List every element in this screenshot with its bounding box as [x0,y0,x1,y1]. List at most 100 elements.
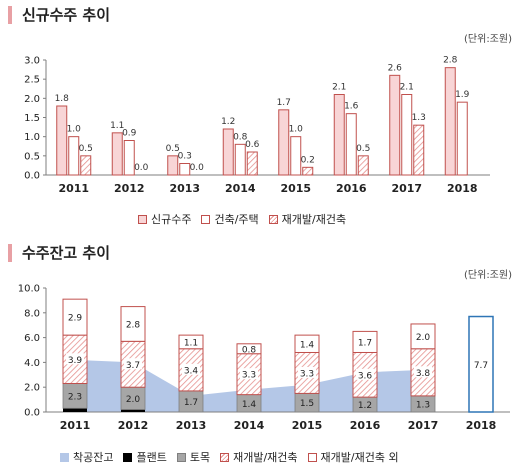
legend-swatch-plant [123,452,133,462]
area-construction-backlog [75,359,423,412]
bar-new-orders [333,94,345,176]
bar-building-housing [179,163,191,176]
data-label: 7.7 [474,361,488,371]
x-tick-label: 2011 [58,182,89,195]
y-tick-label: 8.0 [24,308,40,319]
legend-swatch-redevelopment-backlog [220,452,230,462]
data-label: 0.8 [242,345,257,355]
y-tick-label: 0.0 [24,408,40,419]
bar-building-housing [290,136,302,176]
x-tick-label: 2014 [234,419,265,432]
top-chart-title: 신규수주 추이 [8,6,110,24]
legend-label-construction-backlog: 착공잔고 [73,451,114,464]
data-label: 3.7 [126,361,140,371]
data-label: 0.3 [178,152,192,162]
data-label: 0.0 [134,163,149,173]
x-tick-label: 2012 [118,419,149,432]
data-label: 2.6 [388,63,403,73]
x-tick-label: 2016 [336,182,367,195]
bar-building-housing [234,143,246,176]
bar-redevelopment [246,151,258,176]
data-label: 0.9 [122,129,137,139]
bottom-chart-title: 수주잔고 추이 [8,244,110,262]
data-label: 1.3 [416,400,430,410]
data-label: 2.0 [416,333,431,343]
data-label: 3.6 [358,371,373,381]
data-label: 3.8 [416,369,431,379]
data-label: 0.2 [301,155,315,165]
data-label-background [356,368,374,380]
legend-label-non-redevelopment: 재개발/재건축 외 [320,451,399,464]
legend-label-civil: 토목 [189,451,211,464]
data-label: 1.5 [300,399,314,409]
legend-swatch-civil [176,452,186,462]
legend-label-redevelopment-backlog: 재개발/재건축 [233,451,298,464]
bar-building-housing [345,113,357,176]
legend-item-redevelopment-backlog: 재개발/재건축 [220,449,298,465]
legend-item-construction-backlog: 착공잔고 [60,449,113,465]
y-tick-label: 1.0 [24,132,40,143]
bar-segment-plant [63,408,87,412]
data-label-background [124,358,142,370]
y-tick-label: 1.5 [24,113,40,124]
x-tick-label: 2013 [169,182,200,195]
data-label: 2.3 [68,392,82,402]
bar-new-orders [389,74,401,176]
data-label: 0.5 [79,144,93,154]
backlog-chart: 0.0 2.0 4.0 6.0 8.0 10.0 2011 2.3 3.9 2.9 2012 2.0 3… [18,284,510,432]
bar-segment-non-redevelopment [178,334,204,350]
data-label: 3.3 [242,371,256,381]
y-tick-label: 3.0 [24,56,40,67]
data-label: 2.8 [126,320,141,330]
legend-swatch-building-housing [201,214,211,224]
y-tick-label: 10.0 [18,284,40,295]
data-label: 1.2 [221,117,235,127]
bar-building-housing [456,101,468,176]
x-tick-label: 2013 [176,419,207,432]
legend-label-plant: 플랜트 [136,451,167,464]
bar-new-orders [278,109,290,176]
data-label: 2.1 [400,83,414,93]
data-label-background [414,366,432,378]
data-label: 0.6 [245,140,260,150]
y-tick-label: 4.0 [24,358,40,369]
data-label: 0.0 [190,163,205,173]
data-label: 1.3 [412,113,426,123]
bar-redevelopment [80,155,92,176]
bottom-chart-unit: (단위:조원) [464,270,512,281]
top-chart-unit: (단위:조원) [464,34,512,45]
data-label: 1.0 [289,125,304,135]
bar-segment-non-redevelopment [120,306,146,342]
y-tick-label: 2.0 [24,383,40,394]
data-label: 1.0 [67,125,82,135]
data-label: 1.9 [455,90,470,100]
data-label-background [298,366,316,378]
legend-label-redevelopment: 재개발/재건축 [281,213,347,226]
x-tick-label: 2017 [408,419,439,432]
x-tick-label: 2011 [60,419,91,432]
data-label: 1.1 [184,338,198,348]
legend-item-redevelopment: 재개발/재건축 [268,211,347,227]
data-label-background [182,363,200,375]
bar-new-orders [222,128,234,176]
legend-item-new-orders: 신규수주 [138,211,191,227]
y-tick-label: 6.0 [24,333,40,344]
data-label: 1.4 [242,400,257,410]
bar-total-backlog [468,315,494,413]
top-chart-legend: 신규수주 건축/주택 재개발/재건축 [138,211,356,227]
bar-new-orders [111,132,123,176]
bar-redevelopment [413,124,425,176]
legend-swatch-redevelopment [268,214,278,224]
data-label: 2.1 [332,83,346,93]
bar-segment-plant [121,409,145,412]
data-label: 1.7 [358,338,372,348]
data-label: 2.0 [126,395,141,405]
legend-item-non-redevelopment: 재개발/재건축 외 [307,449,399,465]
legend-label-building-housing: 건축/주택 [214,213,259,226]
legend-swatch-non-redevelopment [307,452,317,462]
x-tick-label: 2015 [292,419,323,432]
data-label-background [66,353,84,365]
x-tick-label: 2018 [466,419,497,432]
bar-new-orders [167,155,179,176]
data-label: 2.9 [68,314,83,324]
